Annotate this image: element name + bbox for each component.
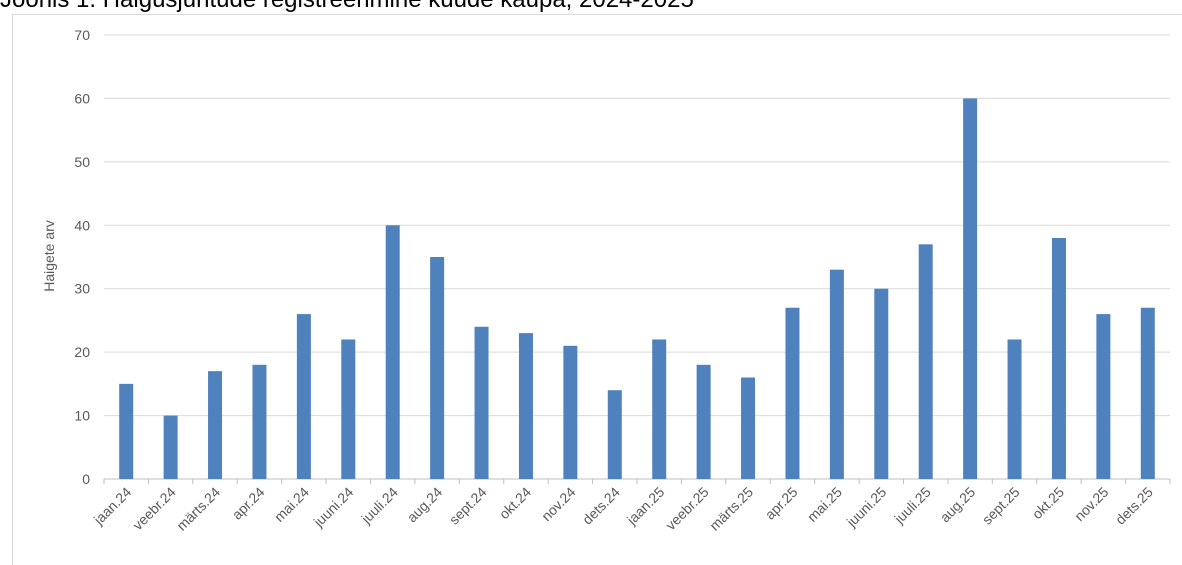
y-tick-label: 30 [74, 281, 90, 297]
x-tick-label: märts.25 [706, 484, 756, 534]
x-tick-label: okt.24 [496, 484, 534, 522]
x-tick-label: sept.25 [979, 484, 1023, 528]
y-axis-label: Haigete arv [41, 220, 57, 292]
x-tick-label: juuli.25 [890, 484, 934, 528]
bar [252, 364, 267, 479]
bar [652, 339, 667, 479]
x-tick-label: mai.24 [271, 484, 312, 525]
bars [119, 98, 1155, 479]
x-tick-label: apr.25 [762, 484, 801, 523]
y-tick-label: 10 [74, 408, 90, 424]
x-tick-label: dets.24 [579, 484, 623, 528]
x-tick-label: jaan.24 [90, 484, 135, 529]
x-tick-label: mai.25 [804, 484, 845, 525]
bar [696, 364, 711, 479]
chart-title: Joonis 1. Haigusjuhtude registreerimine … [0, 0, 1182, 14]
bar [341, 339, 356, 479]
y-tick-label: 40 [74, 217, 90, 233]
x-tick-label: aug.25 [937, 484, 979, 526]
x-tick-label: juuli.24 [357, 484, 401, 528]
bar [874, 288, 889, 479]
bar [1140, 307, 1155, 479]
bar [918, 244, 933, 479]
x-tick-label: veebr.24 [129, 484, 178, 533]
y-tick-label: 0 [82, 471, 90, 487]
bar [741, 377, 756, 479]
x-tick-label: nov.24 [538, 484, 578, 524]
bar [963, 98, 978, 479]
y-tick-label: 20 [74, 344, 90, 360]
bar [829, 269, 844, 479]
bar [208, 371, 223, 479]
bar [1096, 314, 1111, 479]
bar [474, 326, 489, 479]
y-tick-label: 50 [74, 154, 90, 170]
bar [385, 225, 400, 479]
x-tick-label: aug.24 [404, 484, 446, 526]
bar [785, 307, 800, 479]
x-tick-label: okt.25 [1029, 484, 1067, 522]
bar [1007, 339, 1022, 479]
x-tick-label: dets.25 [1112, 484, 1156, 528]
bar [1051, 237, 1066, 479]
bar [563, 345, 578, 479]
x-tick-label: nov.25 [1071, 484, 1111, 524]
x-tick-label: apr.24 [229, 484, 268, 523]
x-tick-label: veebr.25 [662, 484, 711, 533]
x-tick-label: sept.24 [446, 484, 490, 528]
bar [163, 415, 178, 479]
x-tick-label: jaan.25 [623, 484, 668, 529]
y-tick-label: 70 [74, 27, 90, 43]
bar [430, 257, 445, 479]
bar [518, 333, 533, 479]
chart-frame [12, 14, 1182, 565]
bar [296, 314, 311, 479]
y-tick-label: 60 [74, 90, 90, 106]
x-tick-label: juuni.25 [843, 484, 890, 531]
y-axis-ticks: 0 10 20 30 40 50 60 70 [74, 27, 90, 487]
x-tick-label: märts.24 [173, 484, 223, 534]
bar [607, 390, 622, 479]
bar [119, 383, 134, 479]
x-tick-label: juuni.24 [310, 484, 357, 531]
